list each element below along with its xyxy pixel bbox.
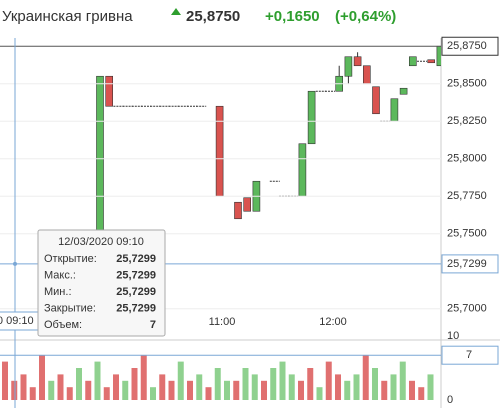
volume-box [441, 345, 499, 365]
crosshair-box [441, 254, 499, 274]
plot [2, 45, 441, 400]
volume-bar [325, 361, 332, 400]
volume-bar [57, 374, 64, 400]
volume-bar [381, 380, 388, 400]
tooltip-date: 12/03/2020 09:10 [58, 236, 144, 248]
candle-body [362, 65, 371, 85]
volume-bar [390, 374, 397, 400]
tooltip-label: Макс.: [44, 269, 76, 281]
volume-bar [353, 374, 360, 400]
volume-bar [344, 380, 351, 400]
y-tick-label: 25,8500 [447, 78, 487, 90]
tooltip-label: Мин.: [44, 286, 72, 298]
volume-bar [85, 380, 92, 400]
price-box [441, 36, 499, 56]
title: Украинская гривна [2, 8, 133, 25]
volume-bar [279, 361, 286, 400]
volume-bar [427, 374, 434, 400]
volume-bar [335, 374, 341, 400]
volume-bar [76, 368, 82, 400]
volume-bar [251, 374, 258, 400]
volume-bar [150, 387, 156, 400]
volume-bar [224, 380, 230, 400]
candle-body [390, 98, 399, 122]
volume-bar [177, 361, 184, 400]
volume-bar [131, 368, 138, 400]
volume-bar [316, 387, 323, 400]
crosshair-dot [13, 261, 17, 266]
volume-bar [2, 361, 8, 400]
tooltip-value: 25,7299 [116, 269, 156, 281]
x-tick-label: 11:00 [209, 316, 236, 328]
volume-bar [288, 374, 295, 400]
candle-body [344, 56, 353, 77]
y-tick-label: 25,7500 [447, 228, 487, 240]
volume-tick-label: 10 [447, 330, 459, 342]
volume-bar [399, 361, 406, 400]
tooltip-label: Открытие: [44, 253, 97, 265]
y-tick-label: 25,8250 [447, 115, 487, 127]
candle-body [408, 56, 417, 67]
volume-bar [270, 368, 277, 400]
candle-body [353, 56, 362, 67]
candle-body [307, 90, 316, 145]
tooltip-value: 7 [150, 319, 156, 331]
volume-bar [187, 380, 193, 400]
volume-bar [298, 380, 304, 400]
x-tick-label: 12:00 [319, 316, 347, 328]
up-arrow [171, 8, 181, 15]
candle-body [105, 75, 113, 107]
volume-bar [233, 380, 240, 400]
volume-bar [20, 374, 27, 400]
candle-body [234, 201, 242, 220]
tooltip-label: Закрытие: [44, 302, 96, 314]
volume-bar [94, 361, 101, 400]
volume-bar [372, 368, 378, 400]
tooltip-value: 25,7299 [116, 286, 156, 298]
volume-bar [307, 368, 314, 400]
axis: 25,8500 25,8250 25,8000 25,7750 25,7500 25,70… [441, 36, 499, 406]
volume-bar [168, 380, 175, 400]
price: 25,8750 [186, 8, 240, 25]
candle-body [215, 105, 224, 197]
crosshair-label: 25,7299 [447, 258, 487, 270]
volume-bar [205, 387, 212, 400]
volume-bar [140, 355, 147, 400]
change: +0,1650 [265, 8, 320, 25]
volume-bar [362, 355, 369, 400]
y-tick-label: 25,7750 [447, 190, 487, 202]
tooltip [37, 229, 166, 337]
candle-body [427, 59, 436, 64]
volume-bar [214, 368, 221, 400]
volume-bar [66, 387, 73, 400]
volume-bar [39, 355, 45, 400]
volume-bar [242, 368, 249, 400]
crosshair-x-label: 12/03/2020 09:10 [0, 315, 34, 327]
volume-bar [113, 374, 119, 400]
volume-bar [29, 387, 36, 400]
candle-body [298, 143, 307, 197]
volume-bar [261, 380, 267, 400]
candle-body [399, 87, 408, 95]
volume-bar [196, 374, 203, 400]
tooltip-value: 25,7299 [116, 253, 156, 265]
volume-current-label: 7 [466, 349, 472, 361]
last-price-label: 25,8750 [447, 40, 487, 52]
volume-bar [103, 387, 110, 400]
volume-bar [418, 387, 425, 400]
tooltip-label: Объем: [44, 319, 82, 331]
candle-body [243, 197, 251, 212]
y-tick-label: 25,8000 [447, 153, 487, 165]
volume-tick-label: 0 [447, 394, 453, 406]
volume-bar [409, 380, 415, 400]
candle-body [372, 86, 380, 115]
change-pct: (+0,64%) [335, 8, 396, 25]
tooltip-value: 25,7299 [116, 302, 156, 314]
volume-bar [122, 380, 129, 400]
volume-bar [11, 380, 18, 400]
y-tick-label: 25,7000 [447, 303, 487, 315]
volume-bar [159, 374, 166, 400]
volume-bar [48, 380, 55, 400]
